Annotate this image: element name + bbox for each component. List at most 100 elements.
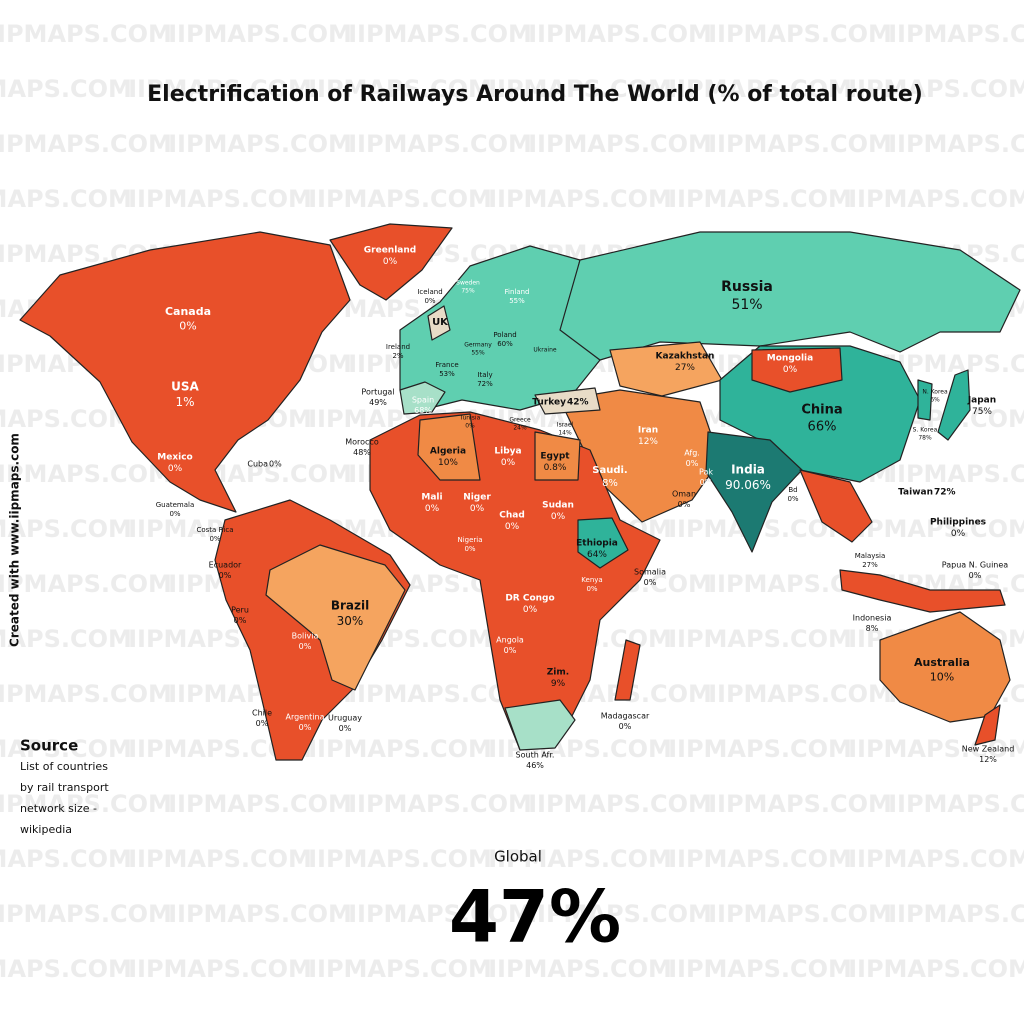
- country-value: 0%: [783, 365, 798, 375]
- country-value: 0.8%: [544, 463, 567, 473]
- turkey: [534, 387, 601, 415]
- source-line: by rail transport: [20, 781, 109, 794]
- country-name: Mexico: [157, 453, 192, 463]
- watermark: IIPMAPS.COM: [488, 955, 672, 983]
- country-name: DR Congo: [505, 594, 554, 604]
- algeria: [417, 413, 481, 481]
- egypt: [534, 431, 581, 481]
- watermark: IIPMAPS.COM: [488, 185, 672, 213]
- country-value: 12%: [638, 437, 658, 447]
- watermark: IIPMAPS.COM: [708, 790, 892, 818]
- north-america: [19, 231, 351, 513]
- country-name: Canada: [165, 305, 211, 318]
- country-value: 0%: [787, 495, 798, 503]
- watermark: IIPMAPS.COM: [168, 900, 352, 928]
- watermark: IIPMAPS.COM: [348, 790, 532, 818]
- watermark: IIPMAPS.COM: [708, 680, 892, 708]
- country-value: 0%: [523, 605, 538, 615]
- country-name: Mongolia: [767, 354, 813, 364]
- watermark: IIPMAPS.COM: [888, 350, 1024, 378]
- watermark: IIPMAPS.COM: [0, 680, 172, 708]
- country-value: 24%: [513, 424, 527, 431]
- watermark: IIPMAPS.COM: [0, 625, 132, 653]
- country-name: Sweden: [456, 280, 480, 287]
- watermark: IIPMAPS.COM: [348, 20, 532, 48]
- ethiopia: [577, 517, 629, 569]
- watermark: IIPMAPS.COM: [308, 845, 492, 873]
- watermark: IIPMAPS.COM: [0, 570, 172, 598]
- country-name: Germany: [464, 342, 492, 349]
- watermark: IIPMAPS.COM: [168, 20, 352, 48]
- country-value: 0%: [465, 422, 475, 429]
- watermark: IIPMAPS.COM: [708, 20, 892, 48]
- watermark: IIPMAPS.COM: [0, 955, 132, 983]
- country-name: Oman: [672, 490, 696, 499]
- watermark: IIPMAPS.COM: [128, 955, 312, 983]
- country-name: Brazil: [331, 599, 369, 613]
- country-name: Chad: [499, 511, 525, 521]
- africa: [369, 411, 661, 751]
- watermark: IIPMAPS.COM: [0, 790, 172, 818]
- country-name: Saudi.: [592, 465, 627, 476]
- watermark: IIPMAPS.COM: [848, 515, 1024, 543]
- source-line: network size -: [20, 802, 97, 815]
- country-value: 0%: [425, 504, 440, 514]
- country-name: Libya: [494, 447, 521, 457]
- watermark: IIPMAPS.COM: [488, 845, 672, 873]
- country-name: France: [435, 361, 458, 369]
- watermark: IIPMAPS.COM: [888, 460, 1024, 488]
- russia: [559, 231, 1021, 361]
- country-value: 68%: [414, 406, 432, 415]
- watermark: IIPMAPS.COM: [0, 185, 132, 213]
- country-value: 0%: [219, 571, 232, 580]
- country-name: Portugal: [361, 388, 394, 397]
- watermark: IIPMAPS.COM: [308, 75, 492, 103]
- southeast-asia: [799, 469, 873, 543]
- country-value: 10%: [930, 670, 954, 683]
- country-name: Spain: [412, 396, 434, 405]
- watermark: IIPMAPS.COM: [308, 955, 492, 983]
- country-name: Iceland: [417, 288, 442, 296]
- watermark: IIPMAPS.COM: [668, 625, 852, 653]
- country-value: 42%: [567, 398, 589, 408]
- country-name: Australia: [914, 656, 970, 669]
- country-value: 10%: [438, 458, 458, 468]
- country-name: Turkey: [532, 398, 566, 408]
- watermark: IIPMAPS.COM: [848, 75, 1024, 103]
- country-name: Niger: [463, 493, 491, 503]
- watermark: IIPMAPS.COM: [0, 130, 172, 158]
- country-name: Mali: [421, 493, 442, 503]
- country-name: Kazakhstan: [656, 352, 715, 362]
- country-value: 27%: [675, 363, 695, 373]
- country-value: 0%: [951, 529, 966, 539]
- country-name: Afg.: [684, 449, 700, 458]
- country-value: 0%: [501, 458, 516, 468]
- watermark: IIPMAPS.COM: [668, 185, 852, 213]
- country-name: Tunisia: [459, 415, 481, 422]
- country-value: 55%: [509, 297, 525, 305]
- country-name: Bd: [788, 486, 797, 494]
- korea: [917, 379, 933, 421]
- country-name: UK: [432, 317, 449, 328]
- country-value: 0%: [470, 504, 485, 514]
- country-value: 0%: [299, 723, 312, 732]
- country-name: Guatemala: [156, 501, 195, 509]
- watermark: IIPMAPS.COM: [708, 130, 892, 158]
- watermark: IIPMAPS.COM: [528, 130, 712, 158]
- country-name: Iran: [638, 426, 658, 436]
- global-value: 47%: [449, 875, 621, 959]
- watermark: IIPMAPS.COM: [0, 900, 172, 928]
- country-value: 0%: [424, 297, 435, 305]
- country-value: 72%: [934, 488, 956, 498]
- country-name: Uruguay: [328, 714, 362, 723]
- country-value: 0%: [678, 500, 691, 509]
- country-value: 0%: [700, 478, 713, 487]
- country-value: 30%: [337, 614, 364, 628]
- watermark: IIPMAPS.COM: [0, 735, 132, 763]
- country-value: 75%: [461, 287, 475, 294]
- watermark: IIPMAPS.COM: [308, 735, 492, 763]
- global-label: Global: [494, 848, 542, 866]
- country-name: Zim.: [547, 668, 569, 678]
- country-name: Costa Rica: [196, 526, 233, 534]
- country-name: Madagascar: [601, 712, 650, 721]
